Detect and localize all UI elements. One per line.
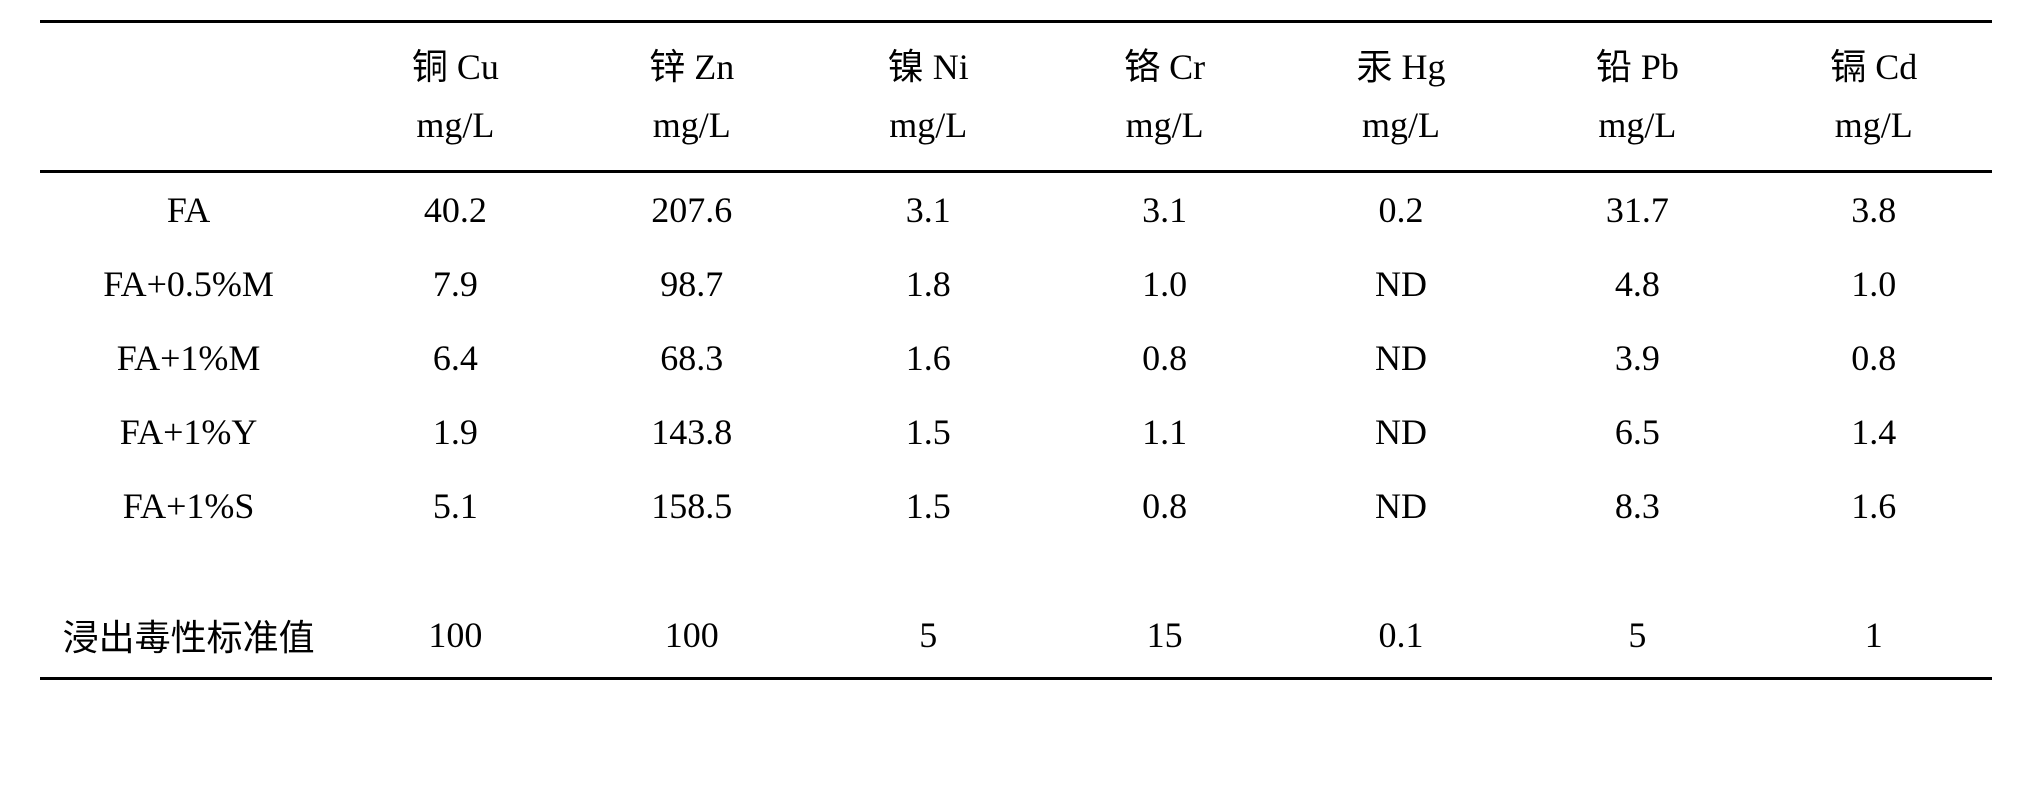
- row-label: FA+0.5%M: [40, 247, 337, 321]
- cell: 1.0: [1046, 247, 1282, 321]
- cell: 7.9: [337, 247, 573, 321]
- cell: 6.4: [337, 321, 573, 395]
- cell: 0.8: [1046, 321, 1282, 395]
- row-label: FA+1%M: [40, 321, 337, 395]
- cell: 1.4: [1756, 395, 1992, 469]
- header-bottom-5: mg/L: [1293, 97, 1509, 155]
- cell: 0.2: [1283, 172, 1519, 248]
- cell: 1.5: [810, 395, 1046, 469]
- header-top-5: 汞 Hg: [1293, 39, 1509, 97]
- header-hg: 汞 Hg mg/L: [1283, 22, 1519, 172]
- spacer-row: [40, 543, 1992, 593]
- cell: ND: [1283, 395, 1519, 469]
- cell: 1.6: [1756, 469, 1992, 543]
- header-zn: 锌 Zn mg/L: [574, 22, 810, 172]
- cell: 0.8: [1756, 321, 1992, 395]
- cell: 1.5: [810, 469, 1046, 543]
- cell: 68.3: [574, 321, 810, 395]
- header-top-4: 铬 Cr: [1056, 39, 1272, 97]
- table-row: FA+1%S 5.1 158.5 1.5 0.8 ND 8.3 1.6: [40, 469, 1992, 543]
- cell: 158.5: [574, 469, 810, 543]
- header-bottom-1: mg/L: [347, 97, 563, 155]
- table-row: FA+1%Y 1.9 143.8 1.5 1.1 ND 6.5 1.4: [40, 395, 1992, 469]
- cell: 31.7: [1519, 172, 1755, 248]
- header-pb: 铅 Pb mg/L: [1519, 22, 1755, 172]
- cell: 207.6: [574, 172, 810, 248]
- header-ni: 镍 Ni mg/L: [810, 22, 1046, 172]
- row-label: FA+1%Y: [40, 395, 337, 469]
- header-bottom-4: mg/L: [1056, 97, 1272, 155]
- header-top-1: 铜 Cu: [347, 39, 563, 97]
- cell: 40.2: [337, 172, 573, 248]
- spacer-cell: [40, 543, 1992, 593]
- cell: 1.8: [810, 247, 1046, 321]
- footer-cell: 15: [1046, 593, 1282, 679]
- header-top-7: 镉 Cd: [1766, 39, 1982, 97]
- data-table: 铜 Cu mg/L 锌 Zn mg/L 镍 Ni mg/L 铬 Cr mg/L …: [40, 20, 1992, 680]
- footer-cell: 100: [337, 593, 573, 679]
- table-row: FA 40.2 207.6 3.1 3.1 0.2 31.7 3.8: [40, 172, 1992, 248]
- footer-cell: 100: [574, 593, 810, 679]
- header-blank: [40, 22, 337, 172]
- header-row: 铜 Cu mg/L 锌 Zn mg/L 镍 Ni mg/L 铬 Cr mg/L …: [40, 22, 1992, 172]
- header-cu: 铜 Cu mg/L: [337, 22, 573, 172]
- cell: 3.1: [810, 172, 1046, 248]
- header-cd: 镉 Cd mg/L: [1756, 22, 1992, 172]
- cell: 3.9: [1519, 321, 1755, 395]
- footer-row: 浸出毒性标准值 100 100 5 15 0.1 5 1: [40, 593, 1992, 679]
- cell: ND: [1283, 247, 1519, 321]
- cell: 8.3: [1519, 469, 1755, 543]
- row-label: FA+1%S: [40, 469, 337, 543]
- cell: ND: [1283, 321, 1519, 395]
- header-cr: 铬 Cr mg/L: [1046, 22, 1282, 172]
- cell: ND: [1283, 469, 1519, 543]
- header-top-3: 镍 Ni: [820, 39, 1036, 97]
- header-top-6: 铅 Pb: [1529, 39, 1745, 97]
- cell: 0.8: [1046, 469, 1282, 543]
- cell: 3.1: [1046, 172, 1282, 248]
- footer-label: 浸出毒性标准值: [40, 593, 337, 679]
- cell: 143.8: [574, 395, 810, 469]
- cell: 1.1: [1046, 395, 1282, 469]
- header-bottom-3: mg/L: [820, 97, 1036, 155]
- footer-cell: 1: [1756, 593, 1992, 679]
- header-bottom-2: mg/L: [584, 97, 800, 155]
- footer-cell: 5: [1519, 593, 1755, 679]
- header-top-2: 锌 Zn: [584, 39, 800, 97]
- cell: 3.8: [1756, 172, 1992, 248]
- footer-cell: 5: [810, 593, 1046, 679]
- table-row: FA+1%M 6.4 68.3 1.6 0.8 ND 3.9 0.8: [40, 321, 1992, 395]
- cell: 1.0: [1756, 247, 1992, 321]
- header-bottom-6: mg/L: [1529, 97, 1745, 155]
- header-bottom-7: mg/L: [1766, 97, 1982, 155]
- footer-cell: 0.1: [1283, 593, 1519, 679]
- cell: 98.7: [574, 247, 810, 321]
- table-row: FA+0.5%M 7.9 98.7 1.8 1.0 ND 4.8 1.0: [40, 247, 1992, 321]
- cell: 1.9: [337, 395, 573, 469]
- cell: 1.6: [810, 321, 1046, 395]
- row-label: FA: [40, 172, 337, 248]
- cell: 5.1: [337, 469, 573, 543]
- cell: 6.5: [1519, 395, 1755, 469]
- cell: 4.8: [1519, 247, 1755, 321]
